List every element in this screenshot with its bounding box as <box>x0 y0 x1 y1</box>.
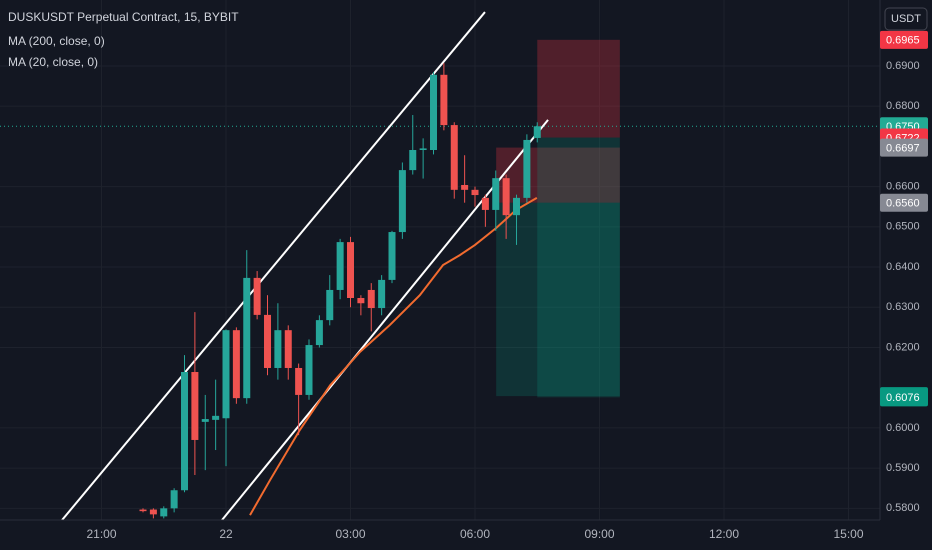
candle-body <box>523 139 531 198</box>
candle-body <box>533 126 541 138</box>
candle-body <box>305 345 313 395</box>
candle-body <box>378 279 386 309</box>
price-badge-label: 0.6076 <box>886 392 920 404</box>
currency-button[interactable] <box>884 7 928 31</box>
y-tick-label: 0.6200 <box>886 341 920 353</box>
y-tick-label: 0.6400 <box>886 261 920 273</box>
x-tick-label: 09:00 <box>584 527 614 541</box>
candle-body <box>181 372 189 491</box>
candle-body <box>201 419 209 422</box>
y-tick-label: 0.6600 <box>886 181 920 193</box>
y-tick-label: 0.6900 <box>886 60 920 72</box>
price-badge-label: 0.6697 <box>886 143 920 155</box>
candle-body <box>336 242 344 290</box>
candle-body <box>295 367 303 395</box>
candle-body <box>513 197 521 216</box>
y-tick-label: 0.5800 <box>886 502 920 514</box>
x-tick-label: 06:00 <box>460 527 490 541</box>
stop-zone <box>537 39 620 138</box>
candle-body <box>191 372 199 440</box>
candle-body <box>409 150 417 171</box>
chart-title: DUSKUSDT Perpetual Contract, 15, BYBIT <box>8 10 239 24</box>
indicator-label: MA (200, close, 0) <box>8 34 105 48</box>
price-badge <box>880 388 928 407</box>
price-badge-label: 0.6965 <box>886 35 920 47</box>
candle-body <box>367 289 375 309</box>
y-tick-label: 0.6300 <box>886 301 920 313</box>
candle-body <box>274 330 282 368</box>
candle-body <box>232 330 240 399</box>
candle-body <box>398 170 406 233</box>
candle-body <box>326 289 334 321</box>
x-tick-label: 22 <box>219 527 233 541</box>
price-badge <box>880 193 928 212</box>
currency-label[interactable]: USDT <box>891 13 921 25</box>
price-badge <box>880 30 928 49</box>
price-badge <box>880 138 928 157</box>
candle-body <box>419 148 427 151</box>
candle-body <box>450 125 458 190</box>
candle-body <box>502 178 510 216</box>
trendline <box>61 11 486 520</box>
candle-body <box>149 509 157 515</box>
x-tick-label: 03:00 <box>335 527 365 541</box>
y-tick-label: 0.6000 <box>886 422 920 434</box>
target-zone <box>537 137 620 398</box>
x-tick-label: 15:00 <box>833 527 863 541</box>
candle-body <box>284 330 292 368</box>
candle-body <box>212 415 220 420</box>
candle-body <box>492 178 500 210</box>
indicator-label: MA (20, close, 0) <box>8 55 98 69</box>
candle-body <box>471 189 479 196</box>
candle-body <box>222 330 230 419</box>
candle-body <box>430 74 438 151</box>
plot-area <box>0 0 880 520</box>
candle-body <box>264 314 272 368</box>
candle-body <box>481 197 489 210</box>
x-tick-label: 21:00 <box>86 527 116 541</box>
y-tick-label: 0.6500 <box>886 221 920 233</box>
candle-body <box>388 232 396 280</box>
candle-body <box>139 509 147 512</box>
candle-body <box>440 74 448 126</box>
candle-body <box>253 277 261 315</box>
y-tick-label: 0.6800 <box>886 100 920 112</box>
candle-body <box>160 508 168 517</box>
price-badge-label: 0.6560 <box>886 198 920 210</box>
candle-body <box>170 490 178 509</box>
y-tick-label: 0.5900 <box>886 462 920 474</box>
x-tick-label: 12:00 <box>709 527 739 541</box>
candle-body <box>461 184 469 190</box>
candle-body <box>243 277 251 399</box>
candle-body <box>347 242 355 299</box>
candle-body <box>315 320 323 346</box>
candle-body <box>357 298 365 304</box>
